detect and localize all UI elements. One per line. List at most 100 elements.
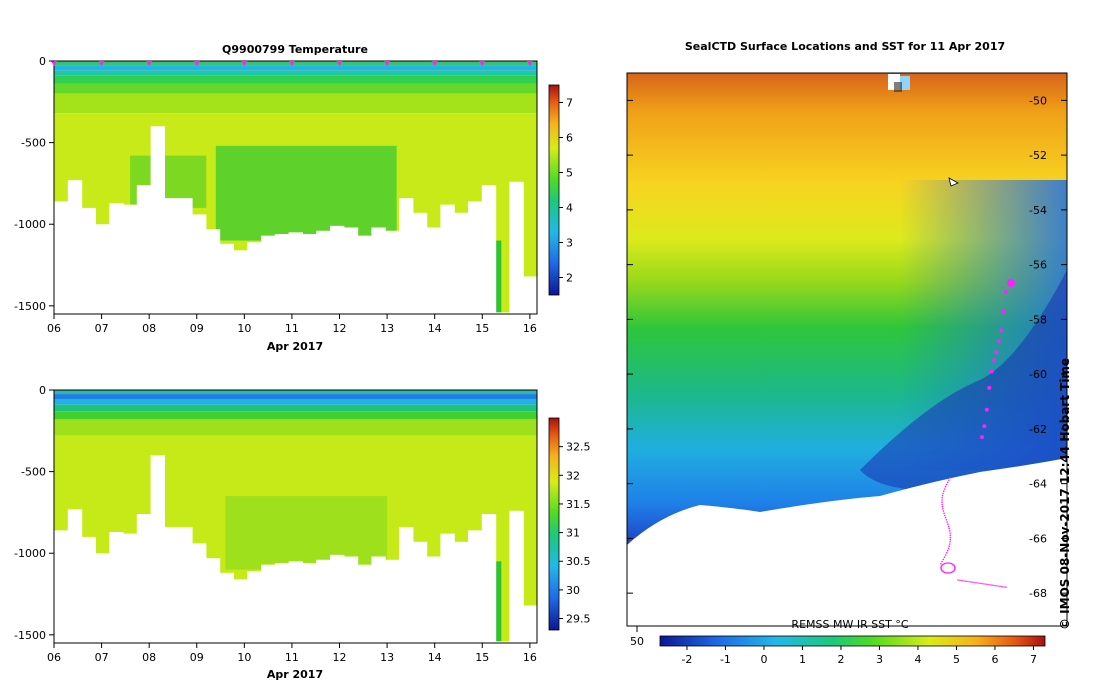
depth-band [54, 398, 537, 405]
track-point [948, 479, 950, 482]
profile-mask-column [330, 225, 345, 314]
track-point [984, 407, 989, 412]
profile-mask-column [357, 235, 372, 314]
track-point [942, 563, 945, 566]
track-point [991, 584, 993, 586]
track-point [985, 583, 987, 585]
profile-mask-column [219, 572, 234, 643]
profile-mask-column [274, 234, 290, 314]
lat-tick-label: -56 [1029, 259, 1047, 272]
x-tick-label: 09 [190, 651, 204, 664]
profile-mask-column [136, 514, 152, 643]
profile-mask-column [399, 198, 414, 314]
profile-mask-column [192, 543, 207, 643]
track-point [971, 581, 973, 583]
track-point [942, 490, 945, 493]
track-point [969, 581, 971, 583]
track-point [987, 385, 992, 390]
depth-band [54, 65, 537, 71]
x-tick-label: 15 [475, 322, 489, 335]
antarctic-land [627, 458, 1067, 626]
profile-mask-column [523, 605, 537, 643]
profile-mask-column [136, 185, 152, 314]
salinity-x-axis: 06 07 08 09 10 11 12 13 14 15 16 [47, 643, 537, 664]
depth-band [54, 93, 537, 114]
track-point [945, 519, 948, 521]
y-tick-label: -500 [21, 466, 46, 479]
x-tick-label: 16 [523, 651, 537, 664]
sst-colorbar-tick-label: 6 [991, 653, 998, 666]
track-point [942, 508, 944, 510]
track-point [989, 584, 991, 586]
colorbar-tick-label: 5 [566, 167, 573, 180]
sst-colorbar [659, 635, 1046, 647]
track-point [947, 525, 950, 528]
track-point [941, 499, 943, 501]
map-latitude-axis: -50 -52 -54 -56 -58 -60 -62 -64 -66 -68 [627, 94, 1067, 600]
profile-mask-column [164, 527, 179, 643]
x-tick-label: 12 [333, 322, 347, 335]
surface-marker [336, 61, 343, 66]
sst-cold-core [860, 270, 1067, 491]
track-point [993, 584, 995, 587]
track-point [981, 582, 983, 585]
track-point [979, 582, 981, 585]
surface-marker [479, 61, 486, 66]
salinity-below-profile-mask [54, 455, 537, 643]
track-point [943, 556, 946, 558]
lat-tick-label: -54 [1029, 204, 1047, 217]
temperature-x-axis: 06 07 08 09 10 11 12 13 14 15 16 [47, 314, 537, 335]
profile-mask-column [274, 563, 290, 643]
profile-mask-column [385, 230, 400, 314]
surface-marker [146, 61, 153, 66]
profile-mask-column [468, 201, 483, 314]
track-point [987, 583, 989, 586]
track-point [989, 369, 994, 374]
profile-mask-column [385, 559, 400, 643]
profile-mask-column [150, 455, 165, 643]
track-point [999, 585, 1001, 588]
track-point [941, 503, 943, 506]
profile-mask-column [523, 276, 537, 314]
profile-mask-column [412, 212, 428, 314]
profile-mask-column [178, 527, 193, 643]
profile-mask-column [357, 564, 372, 643]
temperature-below-profile-mask [54, 126, 537, 314]
track-point [946, 521, 948, 523]
track-point [1003, 586, 1005, 588]
profile-mask-column [343, 556, 359, 643]
map-x-tick-label: 50 [630, 635, 644, 648]
track-point [980, 435, 984, 440]
profile-mask-column [509, 510, 524, 643]
lat-tick-label: -64 [1029, 478, 1047, 491]
track-point [999, 328, 1004, 333]
colorbar-tick-label: 30 [566, 584, 580, 597]
depth-band [54, 404, 537, 412]
surface-marker [241, 61, 248, 66]
track-point [943, 514, 946, 517]
track-point [945, 571, 947, 574]
salinity-xlabel: Apr 2017 [267, 668, 323, 681]
track-point [1005, 586, 1007, 588]
temperature-colorbar [548, 84, 560, 296]
track-point [967, 580, 969, 583]
track-point [949, 532, 951, 534]
sst-colorbar-tick-label: 2 [837, 653, 844, 666]
track-point [949, 562, 951, 565]
profile-mask-column [54, 530, 69, 643]
track-point [948, 545, 950, 547]
surface-marker [288, 61, 295, 66]
x-tick-label: 12 [333, 651, 347, 664]
profile-mask-column [109, 532, 124, 643]
track-point [983, 583, 985, 585]
track-point [948, 530, 951, 532]
seal-tag-symbol [948, 177, 959, 187]
track-point [941, 497, 944, 499]
track-point [944, 554, 947, 556]
depth-band [54, 411, 537, 420]
surface-marker [51, 61, 57, 66]
colorbar-tick-label: 2 [566, 272, 573, 285]
track-point [951, 570, 954, 573]
track-point [941, 505, 944, 508]
track-point [949, 541, 951, 543]
